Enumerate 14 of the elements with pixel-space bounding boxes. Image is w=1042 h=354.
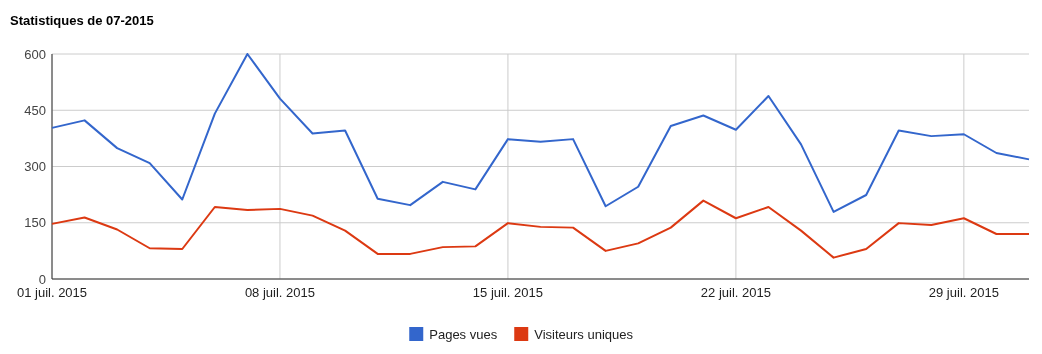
x-tick-label: 22 juil. 2015 xyxy=(700,285,771,300)
line-series xyxy=(51,199,1030,259)
chart-title: Statistiques de 07-2015 xyxy=(10,13,154,29)
y-tick-label: 450 xyxy=(24,102,46,118)
x-tick-label: 01 juil. 2015 xyxy=(16,285,88,300)
y-tick-label: 600 xyxy=(24,46,46,62)
x-tick-label: 08 juil. 2015 xyxy=(244,285,316,300)
y-tick-label: 150 xyxy=(24,215,46,231)
x-tick-label: 29 juil. 2015 xyxy=(928,285,999,300)
legend-label: Visiteurs uniques xyxy=(534,326,634,342)
x-tick-label: 15 juil. 2015 xyxy=(472,285,543,300)
y-tick-label: 300 xyxy=(24,159,46,175)
legend-label: Pages vues xyxy=(429,326,498,342)
y-tick-label: 0 xyxy=(38,271,46,287)
